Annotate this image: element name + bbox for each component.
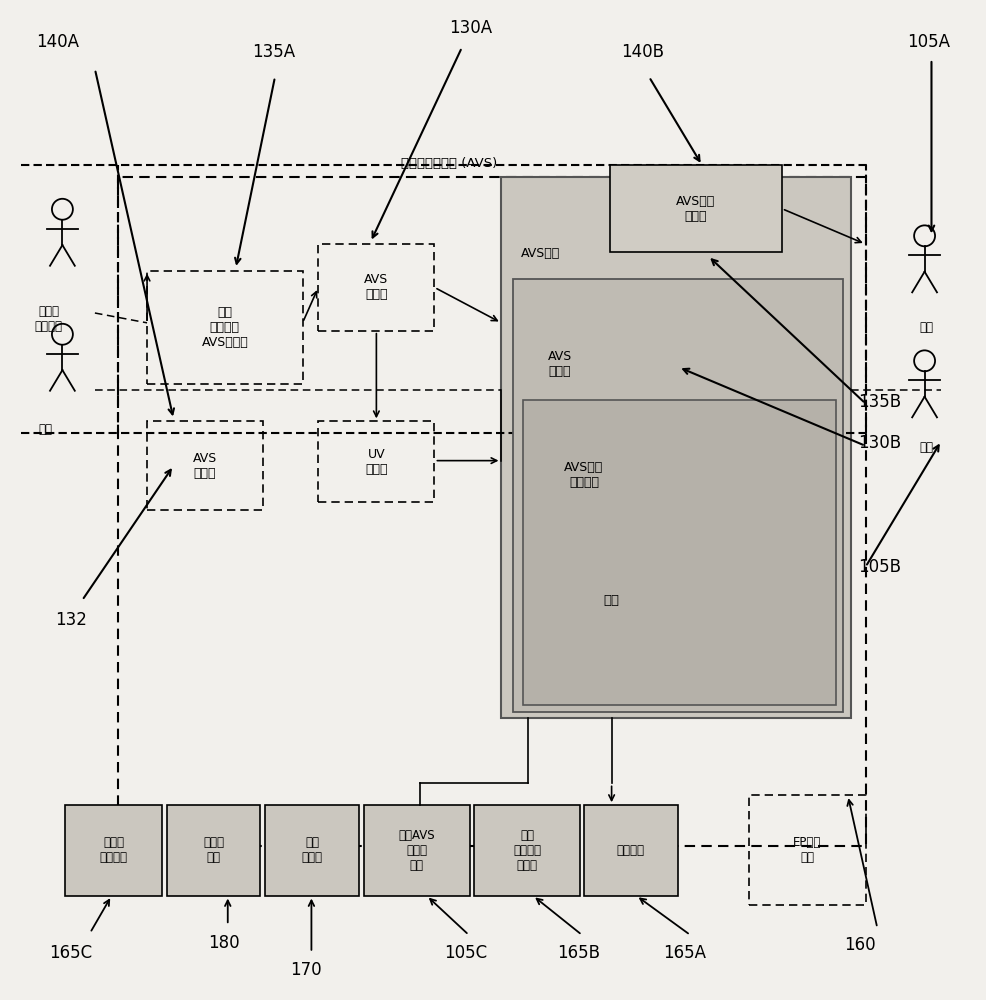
Bar [584, 805, 676, 896]
Text: 球囊: 球囊 [603, 594, 619, 607]
Bar [265, 805, 358, 896]
Text: 具有
显示器的
AVS计算机: 具有 显示器的 AVS计算机 [201, 306, 247, 349]
Text: AVS
组件车: AVS 组件车 [193, 452, 217, 480]
Text: 140B: 140B [621, 43, 664, 61]
Text: 132: 132 [55, 611, 88, 629]
Text: 165C: 165C [48, 944, 92, 962]
Text: 医师: 医师 [919, 321, 933, 334]
Text: AVS
照相机: AVS 照相机 [364, 273, 388, 301]
Text: 经中隔
套件: 经中隔 套件 [203, 836, 224, 864]
Bar [363, 805, 469, 896]
Text: 135B: 135B [857, 393, 900, 411]
Text: 105A: 105A [906, 33, 949, 51]
Text: 130A: 130A [449, 19, 492, 37]
Text: EP荧光
系统: EP荧光 系统 [793, 836, 820, 864]
Bar [117, 177, 865, 846]
Bar [501, 177, 850, 718]
Text: AVS导管: AVS导管 [521, 247, 560, 260]
Text: 165A: 165A [663, 944, 705, 962]
Bar [318, 244, 434, 331]
Text: 可控鞘管: 可控鞘管 [616, 844, 644, 857]
Text: 用于AVS
导管的
导丝: 用于AVS 导管的 导丝 [398, 829, 435, 872]
Text: 180: 180 [208, 934, 240, 952]
Bar [748, 795, 865, 905]
Bar [167, 805, 260, 896]
Text: 160: 160 [843, 936, 875, 954]
Bar [147, 271, 303, 384]
Text: 105C: 105C [444, 944, 487, 962]
Text: AVS激光
输送光纤: AVS激光 输送光纤 [564, 461, 603, 489]
Bar [513, 279, 842, 712]
Text: 135A: 135A [252, 43, 295, 61]
Text: UV
激光器: UV 激光器 [365, 448, 387, 476]
Text: 170: 170 [290, 961, 321, 979]
Text: 医师: 医师 [38, 423, 52, 436]
Bar [473, 805, 580, 896]
Text: 实验室
技术人员: 实验室 技术人员 [35, 305, 62, 333]
Bar [609, 165, 781, 252]
Bar [318, 421, 434, 502]
Text: 导引器
鞘管套件: 导引器 鞘管套件 [100, 836, 127, 864]
Bar [65, 805, 162, 896]
Text: 球囊
加压器: 球囊 加压器 [301, 836, 322, 864]
Text: 140A: 140A [35, 33, 79, 51]
Text: 患者: 患者 [919, 441, 933, 454]
Text: 165B: 165B [557, 944, 599, 962]
Bar [147, 421, 263, 510]
Bar [523, 400, 835, 705]
Text: 用于
可控鞘管
的导丝: 用于 可控鞘管 的导丝 [513, 829, 540, 872]
Text: AVS医师
显示器: AVS医师 显示器 [675, 195, 715, 223]
Text: AVS
图像束: AVS 图像束 [547, 350, 571, 378]
Text: 消融可视化系统 (AVS): 消融可视化系统 (AVS) [400, 157, 497, 170]
Text: 130B: 130B [857, 434, 900, 452]
Text: 105B: 105B [857, 558, 900, 576]
